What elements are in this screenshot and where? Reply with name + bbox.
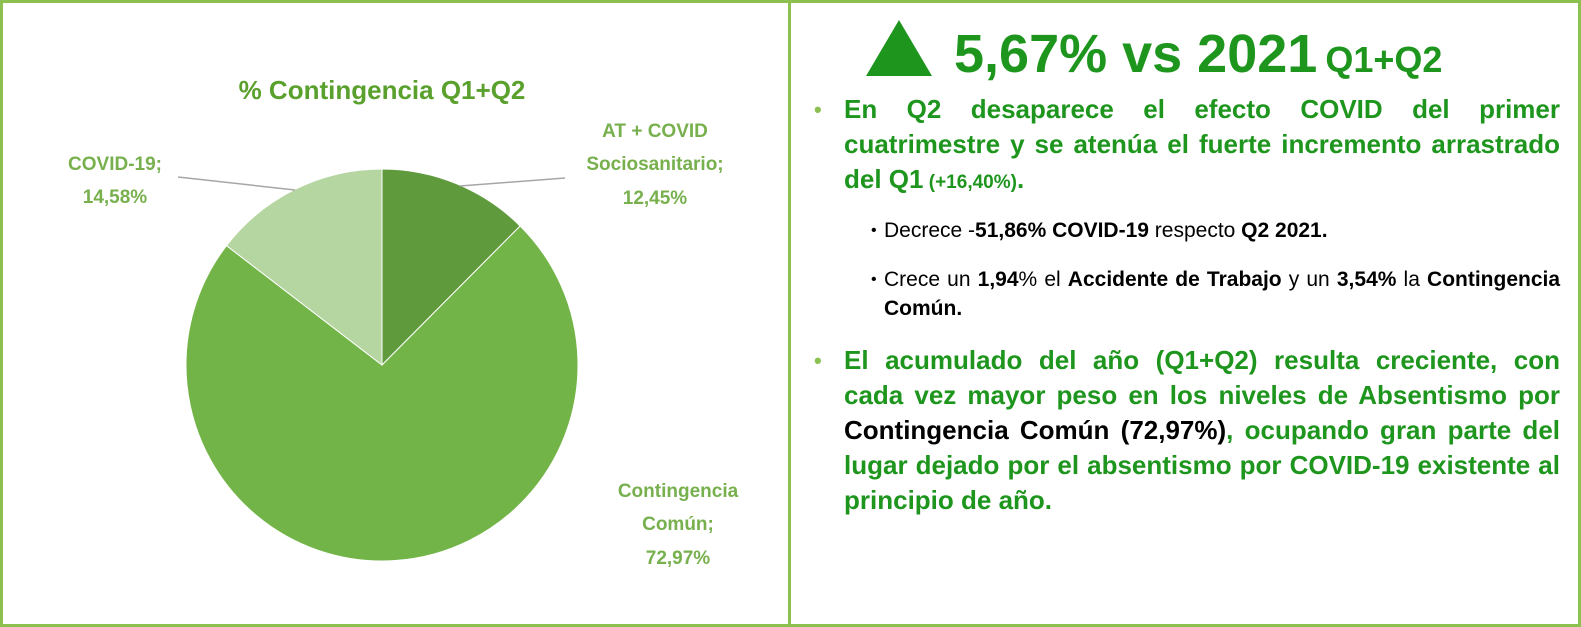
pie-slice (185, 225, 579, 562)
category-name: COVID-19 (68, 154, 156, 175)
headline-main: 5,67% vs 2021 (954, 24, 1318, 84)
bullet-list: En Q2 desaparece el efecto COVID del pri… (814, 92, 1560, 532)
text: , ocupando gran parte del lugar dejado p… (844, 415, 1560, 515)
text: Accidente de Trabajo (1067, 268, 1282, 291)
pie-slice (381, 168, 521, 367)
separator: ; (708, 514, 714, 535)
text: Crece un (884, 268, 978, 291)
chart-title: % Contingencia Q1+Q2 (239, 75, 526, 105)
text: 1,94 (977, 268, 1019, 291)
value-label: 12,45% (623, 188, 688, 209)
category-name: Sociosanitario (586, 154, 717, 175)
text: . (1016, 164, 1025, 194)
sub-bullet: Crece un 1,94% el Accidente de Trabajo y… (871, 265, 1561, 323)
pie-slice (225, 168, 383, 367)
category-name: Común (642, 514, 707, 535)
separator: ; (156, 154, 162, 175)
up-triangle (866, 20, 932, 76)
value-label: 72,97% (646, 548, 711, 569)
value-label: 14,58% (83, 187, 148, 208)
separator: ; (717, 154, 723, 175)
headline-suffix: Q1+Q2 (1325, 39, 1443, 80)
text: El acumulado del año (Q1+Q2) resulta cre… (844, 345, 1560, 410)
text: Contingencia Común. (884, 268, 1561, 320)
text: (+16,40%) (923, 172, 1017, 193)
category-name: Contingencia (618, 481, 739, 502)
text: respecto (1148, 219, 1242, 242)
bullet: El acumulado del año (Q1+Q2) resulta cre… (814, 343, 1560, 518)
slice-label: Contingencia Común; 72,97% (618, 481, 739, 569)
text: En Q2 desaparece el efecto COVID del pri… (844, 94, 1560, 194)
text: Q2 2021. (1241, 219, 1328, 242)
slice-label: AT + COVID Sociosanitario; 12,45% (586, 121, 723, 209)
leader-line (459, 177, 566, 187)
headline: 5,67% vs 2021 Q1+Q2 (866, 20, 1442, 85)
text: % el (1018, 268, 1068, 291)
divider (788, 0, 791, 627)
text: la (1396, 268, 1428, 291)
text: y un (1281, 268, 1337, 291)
sub-list: Decrece -51,86% COVID-19 respecto Q2 202… (844, 216, 1560, 323)
text: Decrece - (884, 219, 976, 242)
sub-bullet: Decrece -51,86% COVID-19 respecto Q2 202… (871, 216, 1560, 245)
pie-chart: % Contingencia Q1+Q2 AT + COVID Sociosani… (68, 75, 739, 569)
leader-line (177, 176, 296, 191)
text: 3,54% (1336, 268, 1397, 291)
bullet: En Q2 desaparece el efecto COVID del pri… (814, 92, 1560, 323)
slice-label: COVID-19; 14,58% (68, 154, 162, 208)
text: Contingencia Común (72,97%) (844, 415, 1227, 445)
category-name: AT + COVID (602, 121, 708, 142)
text: 51,86% COVID-19 (975, 219, 1149, 242)
